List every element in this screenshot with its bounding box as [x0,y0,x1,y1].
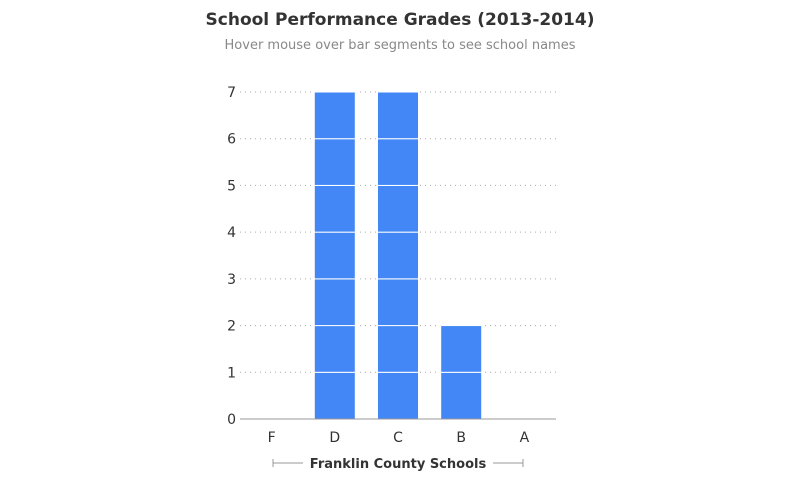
y-tick-label: 6 [227,132,236,148]
bar-segment[interactable] [313,371,356,420]
y-tick-label: 4 [227,225,236,241]
bar-segment[interactable] [313,138,356,186]
bar-segment[interactable] [377,138,419,186]
bar-segment[interactable] [377,231,419,280]
x-tick-label: F [268,430,276,446]
y-tick-label: 7 [227,85,236,101]
bar-segment[interactable] [377,371,419,420]
bar-segment[interactable] [313,184,356,233]
bar-segment[interactable] [440,371,483,420]
x-tick-label: C [393,430,403,446]
y-tick-label: 1 [227,365,236,381]
chart-title: School Performance Grades (2013-2014) [205,10,595,30]
x-tick-label: D [329,430,340,446]
bar-segment[interactable] [313,231,356,280]
y-tick-label: 3 [227,272,236,288]
bar-segment[interactable] [377,184,419,233]
y-tick-label: 5 [227,178,236,194]
bar-segment[interactable] [377,278,419,327]
bar-segment[interactable] [377,91,419,140]
chart-subtitle: Hover mouse over bar segments to see sch… [224,38,576,53]
bar-segment[interactable] [313,278,356,327]
y-tick-label: 2 [227,319,236,335]
x-axis-label: Franklin County Schools [310,457,487,472]
x-tick-label: B [456,430,466,446]
bar-segment[interactable] [377,325,419,373]
bar-segment[interactable] [440,325,483,373]
bar-segment[interactable] [313,325,356,373]
y-tick-label: 0 [227,412,236,428]
x-tick-label: A [520,430,530,446]
bar-segment[interactable] [313,91,356,140]
